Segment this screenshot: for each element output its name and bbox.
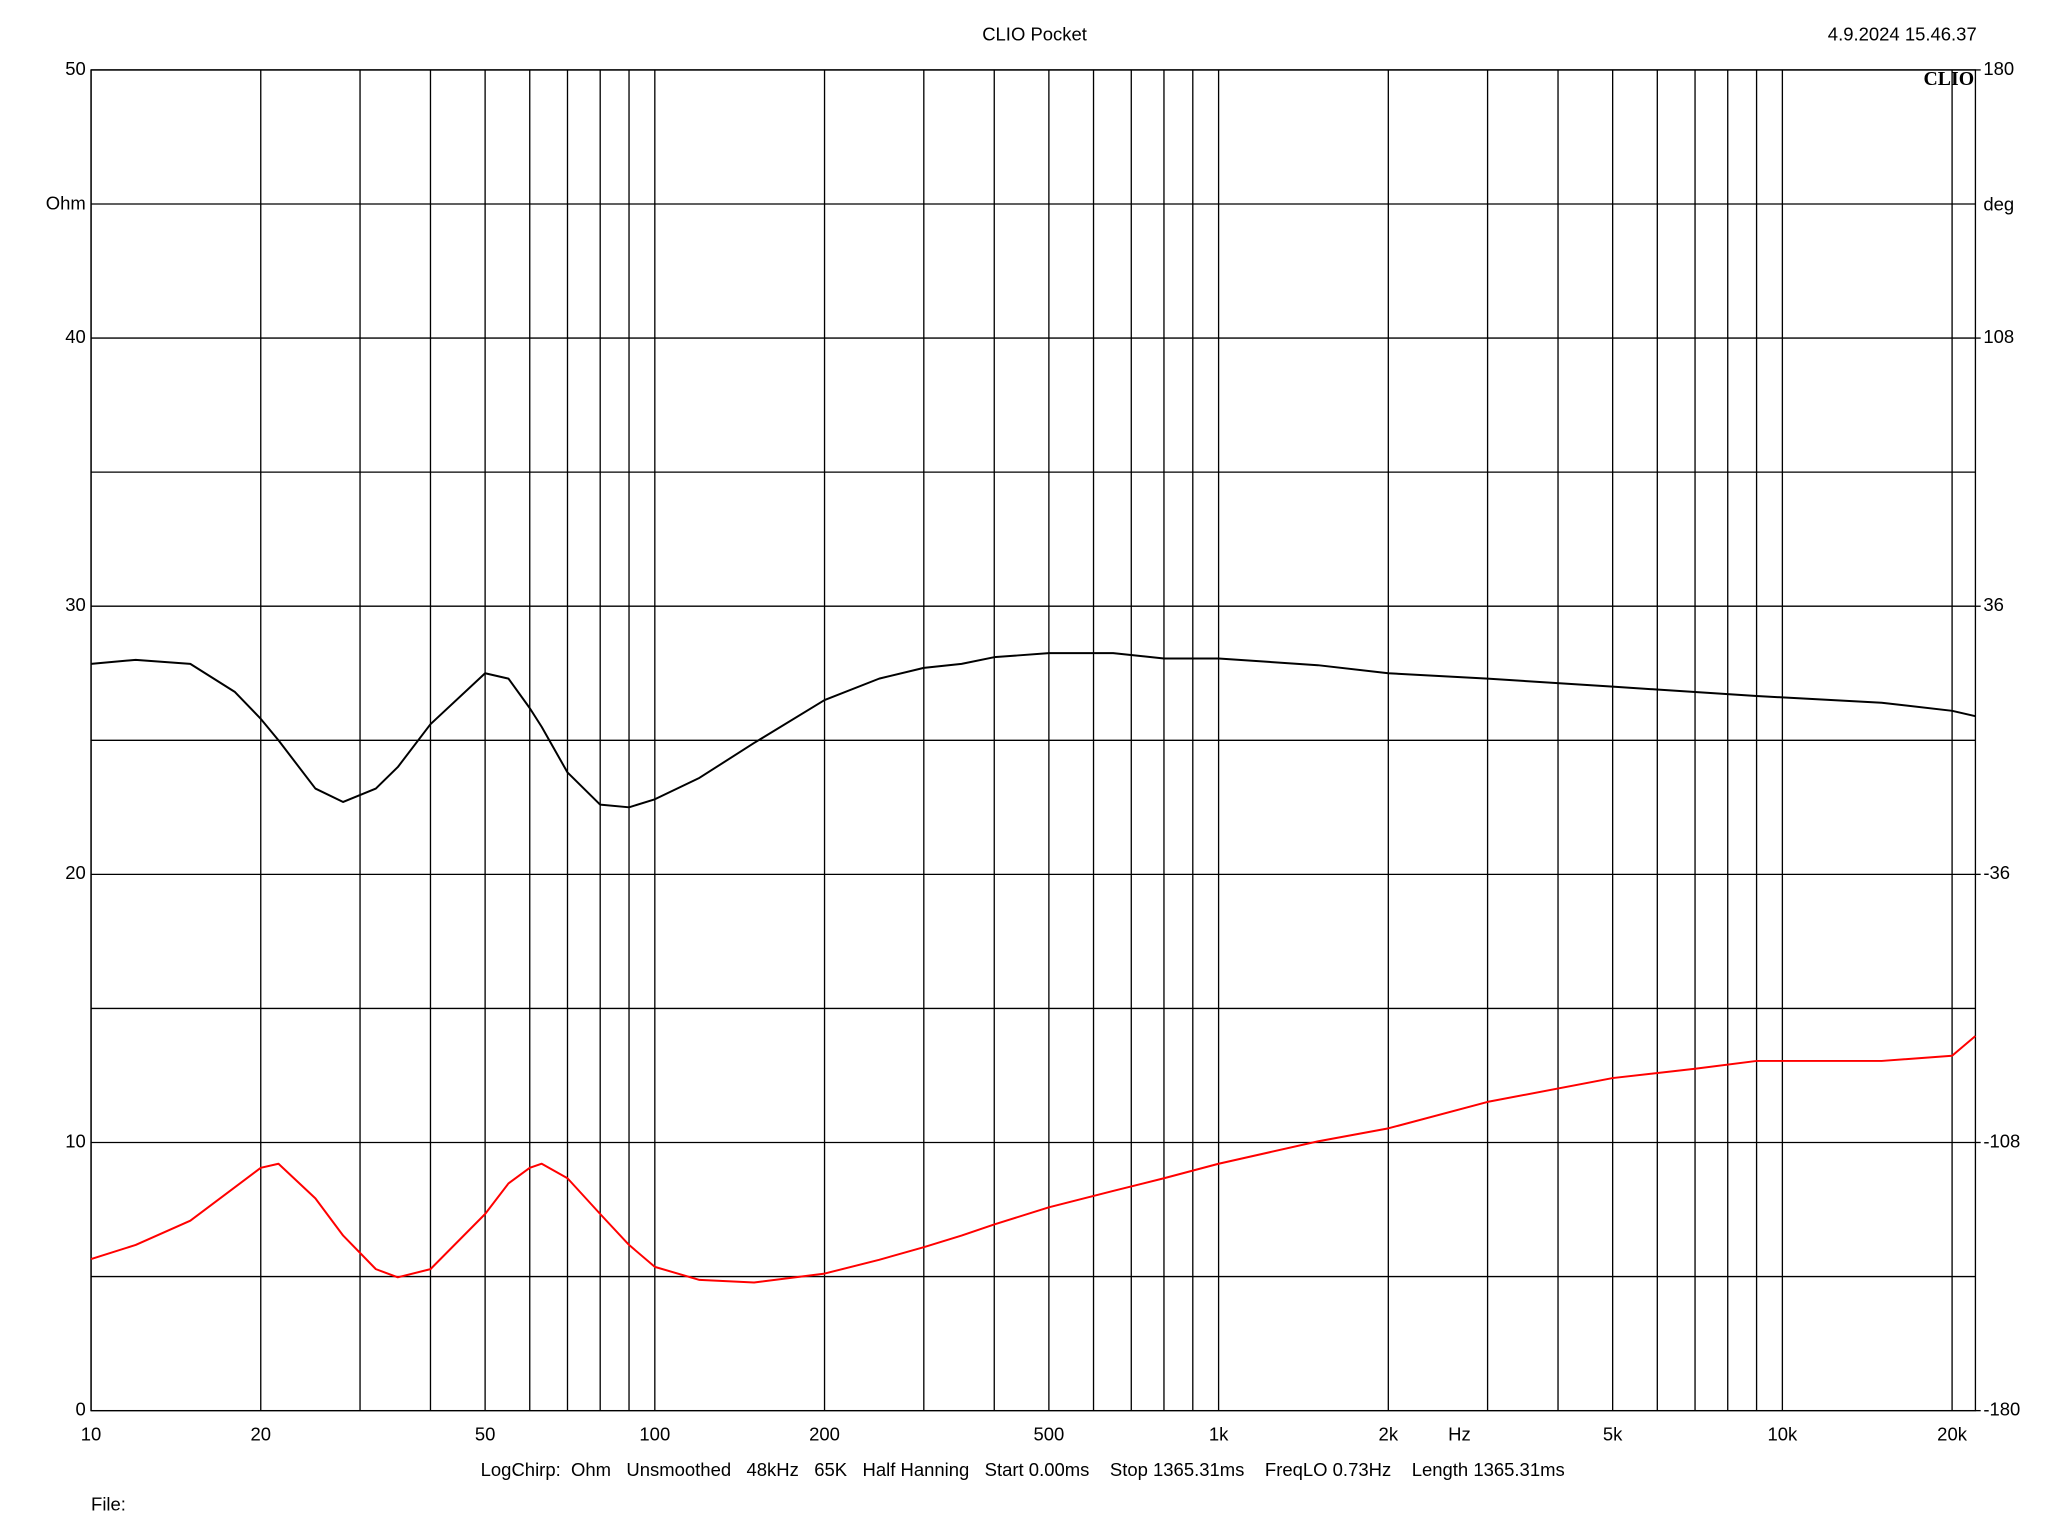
x-tick-label: 500 xyxy=(1033,1424,1064,1445)
y-tick-label: 30 xyxy=(65,594,86,615)
series-line xyxy=(90,652,1976,809)
x-tick-label: 10 xyxy=(81,1424,102,1445)
file-label: File: xyxy=(91,1494,126,1515)
x-tick-label: 50 xyxy=(475,1424,496,1445)
y2-tick-label: 108 xyxy=(1983,326,2014,347)
y2-axis-label: deg xyxy=(1983,194,2014,215)
x-tick-label: 200 xyxy=(809,1424,840,1445)
x-tick-label: 20k xyxy=(1937,1424,1968,1445)
x-tick-label: 1k xyxy=(1209,1424,1229,1445)
chart-title: CLIO Pocket xyxy=(982,24,1087,45)
x-unit-label: Hz xyxy=(1448,1424,1471,1445)
x-tick-label: 5k xyxy=(1603,1424,1623,1445)
y-tick-label: 50 xyxy=(65,58,86,79)
timestamp: 4.9.2024 15.46.37 xyxy=(1828,24,1977,45)
series-line xyxy=(90,1035,1977,1284)
footer: LogChirp: Ohm Unsmoothed 48kHz 65K Half … xyxy=(481,1459,1565,1480)
y-tick-label: 10 xyxy=(65,1130,86,1151)
logo: CLIO xyxy=(1924,68,1975,90)
x-tick-label: 100 xyxy=(639,1424,670,1445)
y2-tick-label: -180 xyxy=(1983,1399,2020,1420)
y2-tick-label: -36 xyxy=(1983,862,2010,883)
x-tick-label: 10k xyxy=(1767,1424,1798,1445)
y2-tick-label: 180 xyxy=(1983,58,2014,79)
x-tick-label: 20 xyxy=(250,1424,271,1445)
y2-tick-label: 36 xyxy=(1983,594,2004,615)
y-tick-label: 0 xyxy=(75,1399,85,1420)
y-tick-label: 40 xyxy=(65,326,86,347)
x-tick-label: 2k xyxy=(1379,1424,1399,1445)
y-axis-label: Ohm xyxy=(46,192,86,213)
y-tick-label: 20 xyxy=(65,862,86,883)
y2-tick-label: -108 xyxy=(1983,1130,2020,1151)
